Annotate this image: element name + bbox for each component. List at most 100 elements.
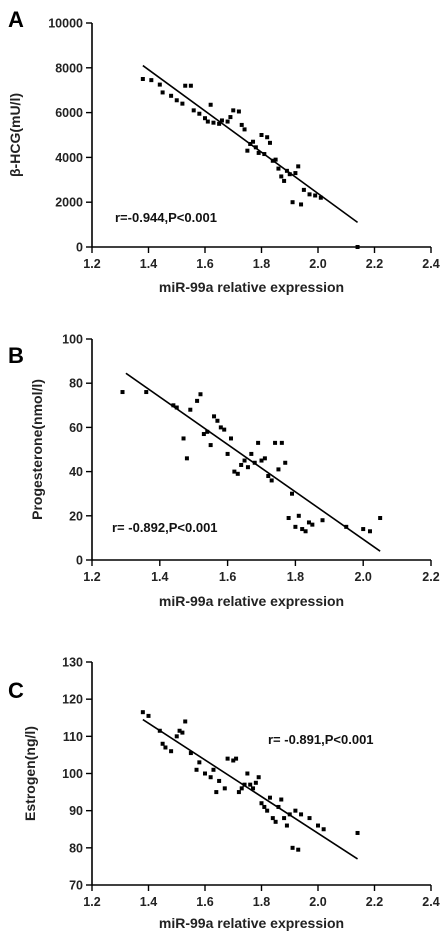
data-point [198,392,203,397]
data-point [149,78,154,83]
x-tick-label: 1.6 [196,895,213,909]
data-point [245,465,250,470]
data-point [318,195,323,200]
data-point [245,771,250,776]
x-tick-label: 2.2 [366,895,383,909]
regression-line [142,718,358,860]
data-point [208,775,213,780]
data-point [197,111,202,116]
data-point [174,405,179,410]
data-point [208,443,213,448]
data-point [287,172,292,177]
data-point [225,451,230,456]
data-point [290,200,295,205]
data-point [265,135,270,140]
x-tick-label: 1.2 [83,570,100,584]
data-point [169,749,174,754]
y-tick-label: 80 [69,841,83,855]
data-point [236,109,241,114]
y-tick-label: 90 [69,804,83,818]
data-point [265,808,270,813]
data-point [306,520,311,525]
data-point [355,830,360,835]
data-point [253,145,258,150]
data-point [355,245,360,249]
data-point [299,812,304,817]
x-tick-label: 1.6 [196,257,213,271]
data-point [262,804,267,809]
data-point [239,462,244,467]
y-axis-title: β-HCG(mU/l) [7,93,23,177]
data-point [344,524,349,529]
y-tick-label: 0 [76,554,83,568]
data-point [378,516,383,521]
data-point [279,174,284,179]
data-point [273,440,278,445]
y-tick-label: 10000 [48,17,83,31]
y-tick-label: 8000 [55,61,83,75]
data-point [256,150,261,155]
data-point [290,845,295,850]
y-tick-label: 6000 [55,106,83,120]
data-point [215,418,220,423]
data-point [269,478,274,483]
panel-c: C 70 80 90 100 110 120 130 1.2 1.4 1.6 1.8 2.0 2.2 2.4… [8,656,440,932]
data-point [228,115,233,120]
y-tick-label: 100 [62,767,83,781]
x-axis-title: miR-99a relative expression [159,279,344,295]
data-point [251,786,256,791]
data-point [160,90,165,95]
x-tick-label: 1.4 [140,257,157,271]
data-point [219,118,224,123]
data-point [184,456,189,461]
data-point [287,812,292,817]
panel-letter: C [8,678,24,703]
data-point [301,187,306,192]
data-point [201,432,206,437]
data-point [160,741,165,746]
data-point [174,98,179,103]
data-point [225,119,230,124]
x-tick-label: 2.2 [366,257,383,271]
data-point [251,139,256,144]
data-point [293,524,298,529]
x-tick-label: 2.4 [422,895,439,909]
data-point [188,751,193,756]
correlation-annotation: r= -0.891,P<0.001 [268,732,374,747]
data-point [253,780,258,785]
y-tick-label: 4000 [55,151,83,165]
y-axis-title: Progesterone(nmol/l) [29,379,45,520]
y-tick-label: 70 [69,879,83,893]
data-point [284,168,289,173]
panel-a: A 0 2000 4000 6000 8000 10000 1.2 1.4 1.6 1.8 2.0 2.… [7,7,440,295]
x-tick-label: 1.8 [253,257,270,271]
data-point [316,823,320,828]
data-point [296,513,301,518]
data-point [270,816,275,821]
data-point [222,786,227,791]
correlation-annotation: r=-0.944,P<0.001 [115,210,217,225]
data-point [273,819,278,824]
data-point [290,491,295,496]
data-point [248,141,253,146]
data-point [248,782,253,787]
data-point [205,119,210,124]
data-point [188,83,193,88]
data-point [157,728,162,733]
data-point [177,728,182,733]
data-point [279,797,284,802]
data-point [296,164,301,169]
data-point [180,730,185,735]
data-point [214,790,219,795]
data-point [282,178,287,183]
data-point [262,152,267,157]
data-point [140,77,145,81]
data-point [310,522,315,527]
x-tick-label: 1.6 [219,570,236,584]
data-point [239,122,244,127]
data-point [211,120,216,125]
x-axis-title: miR-99a relative expression [159,593,344,609]
data-point [171,403,176,408]
data-point [146,713,151,718]
